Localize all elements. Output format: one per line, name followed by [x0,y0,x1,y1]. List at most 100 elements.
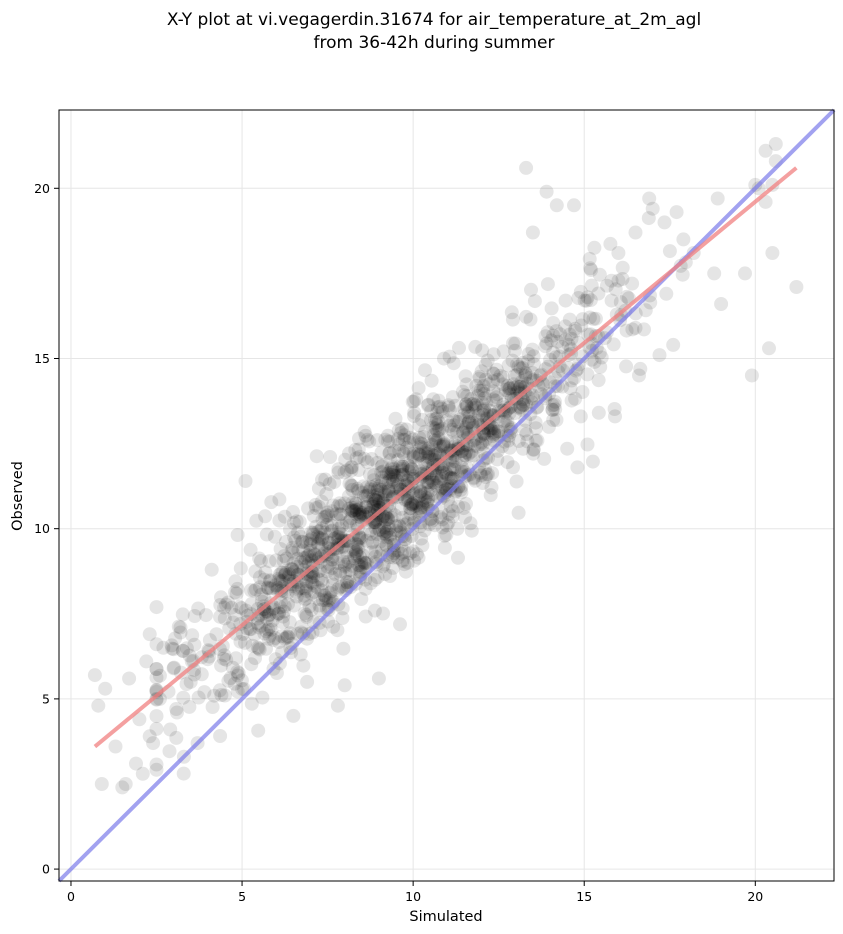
data-point [379,537,394,552]
data-point [331,512,346,527]
data-point [387,508,402,523]
data-point [317,588,332,603]
data-point [129,756,143,771]
data-point [351,558,366,572]
data-point [191,601,206,616]
data-point [402,435,417,450]
data-point [345,482,360,497]
data-point [463,448,478,463]
data-point [478,358,493,373]
data-point [394,546,409,561]
data-point [540,277,555,292]
data-point [675,267,690,282]
data-point [205,700,220,714]
data-point [474,468,489,483]
data-point [364,452,379,466]
data-point [358,581,373,596]
data-point [381,484,396,498]
data-point [179,677,194,692]
data-point [451,479,466,494]
data-point [428,447,443,462]
data-point [448,454,463,469]
data-point [428,421,443,436]
data-point [169,730,184,745]
data-point [176,690,191,705]
data-point [417,523,432,538]
data-point [390,479,405,494]
data-point [293,529,308,544]
data-point [229,586,244,601]
data-point [467,438,482,453]
data-point [213,598,228,612]
data-point [545,402,560,417]
data-point [397,557,412,572]
data-point [204,562,219,577]
data-point [425,487,440,502]
data-point [506,377,521,392]
data-point [548,402,563,417]
data-point [176,644,191,658]
data-point [349,536,363,551]
data-point [261,581,276,596]
data-point [435,488,450,503]
data-point [379,524,394,539]
data-point [312,499,326,514]
data-point [507,368,522,383]
data-point [358,428,373,443]
data-point [149,600,164,615]
data-point [435,480,450,495]
data-point [300,567,315,582]
data-point [550,334,565,349]
data-point [399,422,414,437]
data-point [464,392,479,406]
data-point [285,562,300,577]
data-point [281,597,295,612]
data-point [209,627,224,642]
data-point [378,432,393,447]
data-point [404,496,419,511]
data-point [360,488,375,503]
data-point [366,513,381,528]
data-point [523,312,538,327]
data-point [381,481,396,495]
data-point [413,484,428,499]
data-point [462,409,477,424]
data-point [446,425,461,440]
data-point [367,572,382,587]
data-point [294,581,309,596]
data-point [219,652,234,667]
data-point [507,343,522,358]
data-point [347,549,361,564]
data-point [348,496,363,511]
data-point [441,507,456,521]
data-point [378,510,393,525]
data-point [344,563,359,578]
data-point [443,471,458,486]
data-point [429,468,444,483]
data-point [433,474,448,489]
data-point [408,496,423,511]
data-point [333,507,348,522]
data-point [342,518,357,533]
data-point [456,501,471,516]
data-point [435,404,450,419]
data-point [571,291,586,305]
data-point [282,567,297,582]
data-point [330,623,345,638]
data-point [604,293,619,308]
data-point [387,462,402,477]
data-point [518,368,533,383]
data-point [315,593,330,608]
data-point [710,191,725,206]
data-point [341,501,356,516]
data-point [149,670,164,685]
data-point [403,501,418,516]
data-point [594,350,609,365]
data-point [516,441,531,456]
data-point [142,627,157,642]
data-point [437,540,452,555]
data-point [344,478,359,493]
data-point [341,533,356,548]
data-point [458,420,473,435]
data-point [289,584,304,599]
